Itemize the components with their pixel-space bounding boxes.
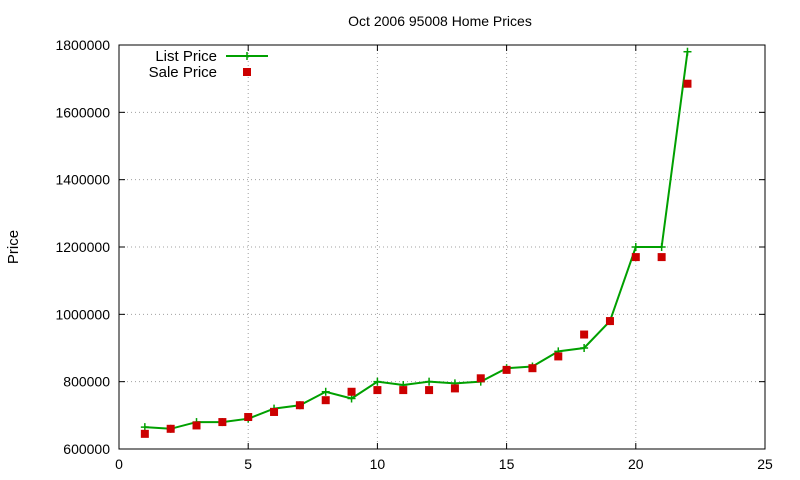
list-price-point — [140, 423, 149, 432]
series-layer — [140, 47, 692, 438]
legend-label-sale-price: Sale Price — [149, 64, 217, 81]
series-list-price — [140, 47, 692, 433]
sale-price-point — [580, 330, 589, 339]
y-tick-label: 1200000 — [55, 239, 110, 255]
list-price-point — [373, 377, 382, 386]
legend-swatch-sale-price — [243, 68, 251, 76]
chart-title: Oct 2006 95008 Home Prices — [348, 13, 532, 29]
x-tick-label: 25 — [757, 456, 773, 472]
sale-price-point — [450, 384, 459, 393]
grid — [119, 45, 765, 449]
x-tick-label: 20 — [628, 456, 644, 472]
list-price-point — [631, 243, 640, 251]
sale-price-point — [373, 386, 382, 395]
legend-marker-list-price — [243, 52, 251, 60]
x-tick-label: 5 — [244, 456, 252, 472]
y-axis-label: Price — [5, 230, 22, 264]
axis-ticks: 0 5 10 15 20 25 600000 800000 1000000 1200000 1400… — [55, 37, 773, 472]
sale-price-point — [270, 407, 279, 416]
y-tick-label: 1600000 — [55, 104, 110, 120]
x-tick-label: 0 — [115, 456, 123, 472]
y-tick-label: 600000 — [63, 441, 110, 457]
sale-price-point — [192, 421, 201, 430]
list-price-point — [580, 344, 589, 352]
sale-price-point — [528, 364, 537, 373]
x-tick-label: 15 — [499, 456, 515, 472]
list-price-point — [321, 387, 330, 396]
y-tick-label: 1400000 — [55, 172, 110, 188]
x-tick-label: 10 — [370, 456, 386, 472]
sale-price-point — [244, 413, 253, 422]
sale-price-point — [425, 386, 434, 395]
sale-price-point — [657, 253, 666, 262]
sale-price-point — [476, 374, 485, 383]
list-price-line — [144, 51, 689, 430]
sale-price-point — [166, 424, 175, 433]
sale-price-point — [140, 429, 149, 438]
list-price-point — [425, 377, 434, 386]
series-sale-price — [140, 79, 692, 438]
sale-price-point — [554, 352, 563, 361]
sale-price-point — [321, 396, 330, 405]
y-tick-label: 1000000 — [55, 306, 110, 322]
sale-price-point — [399, 386, 408, 395]
sale-price-point — [347, 387, 356, 396]
sale-price-point — [631, 253, 640, 262]
sale-price-point — [605, 317, 614, 326]
legend-label-list-price: List Price — [155, 48, 217, 65]
list-price-point — [683, 47, 692, 56]
sale-price-point — [218, 418, 227, 427]
sale-price-point — [502, 365, 511, 374]
sale-price-point — [295, 401, 304, 410]
list-price-point — [657, 243, 666, 251]
list-price-point — [347, 394, 356, 403]
sale-price-point — [683, 79, 692, 88]
y-tick-label: 800000 — [63, 374, 110, 390]
y-tick-label: 1800000 — [55, 37, 110, 53]
